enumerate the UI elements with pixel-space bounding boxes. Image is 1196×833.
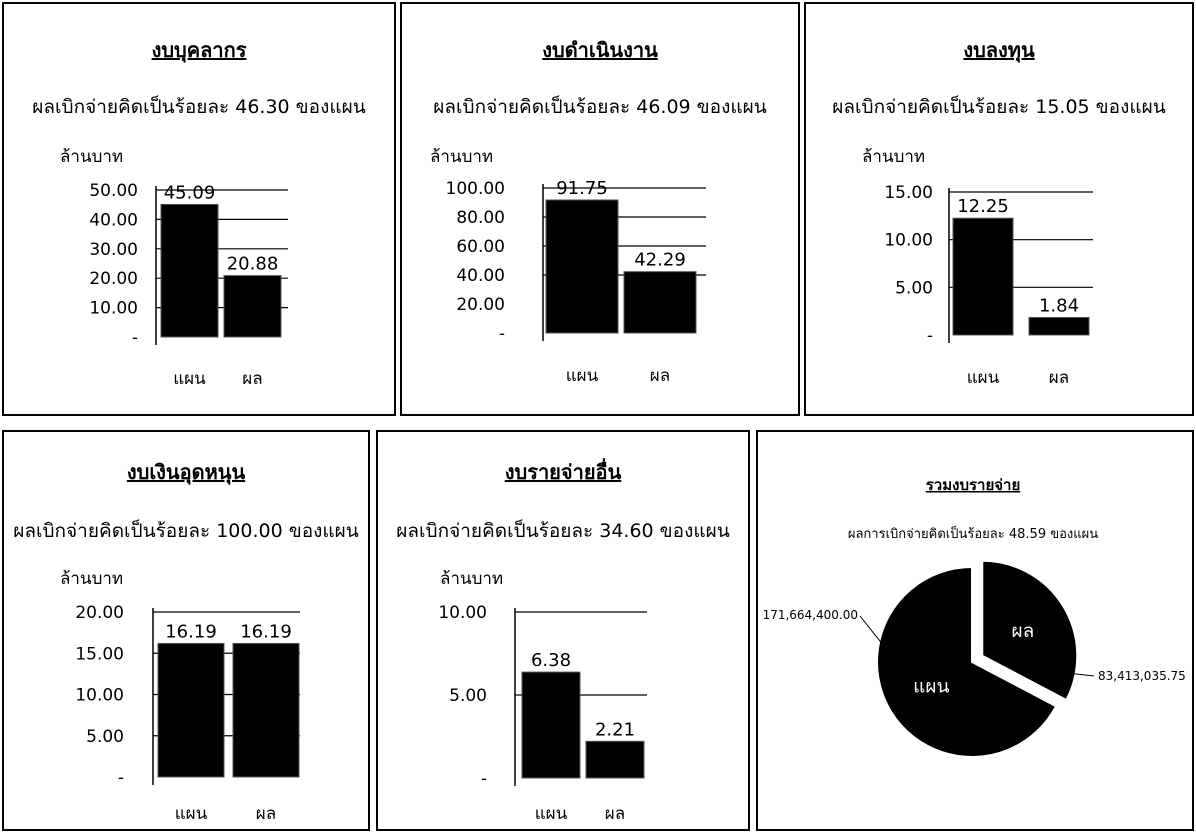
bar-actual bbox=[585, 740, 645, 779]
pie-value-label: 171,664,400.00 bbox=[763, 608, 858, 622]
panel-title: งบรายจ่ายอื่น bbox=[504, 460, 622, 484]
y-tick-label: 50.00 bbox=[89, 181, 138, 201]
y-tick-label: 20.00 bbox=[456, 295, 505, 315]
bar-plan bbox=[157, 642, 225, 778]
bar-plan bbox=[545, 199, 619, 334]
panel-title: งบดำเนินงาน bbox=[542, 38, 658, 62]
y-tick-label: 80.00 bbox=[456, 208, 505, 228]
panel-subtitle: ผลเบิกจ่ายคิดเป็นร้อยละ 46.30 ของแผน bbox=[32, 96, 366, 118]
y-tick-label: - bbox=[118, 768, 124, 788]
panel-title: งบบุคลากร bbox=[151, 38, 247, 62]
x-category-label: แผน bbox=[566, 366, 599, 386]
bar-plan bbox=[521, 671, 581, 779]
bar-actual bbox=[623, 271, 697, 334]
x-category-label: ผล bbox=[1049, 368, 1069, 388]
x-category-label: แผน bbox=[967, 368, 1000, 388]
data-label: 12.25 bbox=[957, 196, 1009, 217]
x-category-label: ผล bbox=[650, 366, 670, 386]
pie-slice-category: แผน bbox=[913, 676, 949, 698]
panel-investment: งบลงทุน ผลเบิกจ่ายคิดเป็นร้อยละ 15.05 ขอ… bbox=[804, 2, 1194, 416]
y-tick-label: 60.00 bbox=[456, 237, 505, 257]
y-tick-label: 40.00 bbox=[456, 266, 505, 286]
pie-slice-actual bbox=[981, 559, 1079, 702]
x-category-label: แผน bbox=[173, 369, 206, 389]
x-category-label: ผล bbox=[256, 804, 276, 824]
data-label: 16.19 bbox=[240, 621, 292, 642]
panel-total-expenses bbox=[756, 430, 1194, 831]
y-tick-label: 5.00 bbox=[895, 278, 933, 298]
x-category-label: ผล bbox=[605, 804, 625, 824]
data-label: 45.09 bbox=[164, 182, 216, 203]
y-tick-label: - bbox=[927, 326, 933, 346]
y-tick-label: 10.00 bbox=[438, 603, 487, 623]
x-category-label: ผล bbox=[242, 369, 262, 389]
pie-subtitle: ผลการเบิกจ่ายคิดเป็นร้อยละ 48.59 ของแผน bbox=[848, 524, 1098, 542]
pie-leader-line bbox=[1057, 671, 1095, 677]
y-tick-label: 15.00 bbox=[75, 644, 124, 664]
x-category-label: แผน bbox=[535, 804, 568, 824]
y-axis-label: ล้านบาท bbox=[440, 569, 503, 589]
y-tick-label: 30.00 bbox=[89, 240, 138, 260]
y-tick-label: 10.00 bbox=[884, 231, 933, 251]
panel-title: งบเงินอุดหนุน bbox=[126, 460, 246, 484]
data-label: 6.38 bbox=[531, 650, 571, 671]
y-tick-label: 40.00 bbox=[89, 210, 138, 230]
y-tick-label: - bbox=[499, 324, 505, 344]
x-category-label: แผน bbox=[175, 804, 208, 824]
data-label: 2.21 bbox=[595, 719, 635, 740]
panel-subtitle: ผลเบิกจ่ายคิดเป็นร้อยละ 15.05 ของแผน bbox=[832, 96, 1166, 118]
panel-subtitle: ผลเบิกจ่ายคิดเป็นร้อยละ 100.00 ของแผน bbox=[13, 520, 359, 542]
bar-plan bbox=[160, 203, 219, 338]
pie-title: รวมงบรายจ่าย bbox=[926, 476, 1020, 494]
y-tick-label: 100.00 bbox=[446, 179, 505, 199]
data-label: 1.84 bbox=[1039, 295, 1079, 316]
y-axis-label: ล้านบาท bbox=[60, 147, 123, 167]
pie-value-label: 83,413,035.75 bbox=[1098, 669, 1186, 683]
panel-title: งบลงทุน bbox=[963, 38, 1035, 62]
y-tick-label: 10.00 bbox=[89, 299, 138, 319]
bar-actual bbox=[1028, 316, 1090, 336]
y-axis-label: ล้านบาท bbox=[430, 147, 493, 167]
data-label: 20.88 bbox=[227, 254, 279, 275]
y-tick-label: 5.00 bbox=[86, 727, 124, 747]
pie-slice-category: ผล bbox=[1012, 620, 1035, 642]
bar-actual bbox=[232, 642, 300, 778]
y-axis-label: ล้านบาท bbox=[862, 147, 925, 167]
panel-subtitle: ผลเบิกจ่ายคิดเป็นร้อยละ 46.09 ของแผน bbox=[433, 96, 767, 118]
data-label: 42.29 bbox=[634, 250, 686, 271]
y-tick-label: 20.00 bbox=[75, 603, 124, 623]
y-tick-label: - bbox=[132, 328, 138, 348]
y-tick-label: 10.00 bbox=[75, 686, 124, 706]
y-tick-label: - bbox=[481, 769, 487, 789]
panel-operations: งบดำเนินงาน ผลเบิกจ่ายคิดเป็นร้อยละ 46.0… bbox=[400, 2, 800, 416]
y-tick-label: 5.00 bbox=[449, 686, 487, 706]
bar-plan bbox=[952, 217, 1014, 336]
y-tick-label: 20.00 bbox=[89, 269, 138, 289]
pie-slice-plan bbox=[876, 565, 1058, 758]
y-axis-label: ล้านบาท bbox=[60, 569, 123, 589]
y-tick-label: 15.00 bbox=[884, 183, 933, 203]
pie-leader-line bbox=[859, 615, 896, 661]
data-label: 91.75 bbox=[556, 178, 608, 199]
bar-actual bbox=[223, 275, 282, 338]
panel-subtitle: ผลเบิกจ่ายคิดเป็นร้อยละ 34.60 ของแผน bbox=[396, 520, 730, 542]
data-label: 16.19 bbox=[165, 621, 217, 642]
